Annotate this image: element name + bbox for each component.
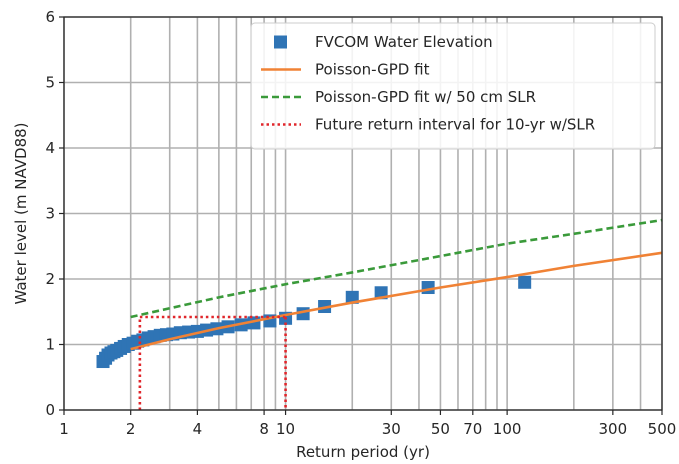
legend-label: Poisson-GPD fit: [315, 61, 430, 79]
x-tick-label: 70: [463, 420, 482, 438]
x-tick-label: 1: [59, 420, 69, 438]
x-tick-label: 100: [493, 420, 522, 438]
x-tick-label: 4: [193, 420, 203, 438]
x-axis-label: Return period (yr): [296, 443, 430, 461]
y-axis-label: Water level (m NAVD88): [12, 122, 30, 304]
legend-label: Future return interval for 10-yr w/SLR: [315, 116, 595, 134]
data-point: [421, 281, 435, 295]
y-tick-label: 4: [45, 139, 55, 157]
x-tick-label: 30: [382, 420, 401, 438]
y-tick-label: 6: [45, 8, 55, 26]
x-tick-label: 500: [648, 420, 677, 438]
y-tick-label: 0: [45, 401, 55, 419]
legend-box: [250, 22, 656, 150]
y-tick-label: 5: [45, 74, 55, 92]
y-tick-label: 3: [45, 205, 55, 223]
legend-label: Poisson-GPD fit w/ 50 cm SLR: [315, 88, 536, 106]
series-line: [130, 251, 663, 351]
legend-label: FVCOM Water Elevation: [315, 33, 493, 51]
series-line: [130, 218, 663, 319]
data-point: [518, 275, 532, 289]
y-tick-label: 1: [45, 336, 55, 354]
x-tick-label: 50: [431, 420, 450, 438]
x-tick-label: 300: [599, 420, 628, 438]
x-tick-label: 10: [276, 420, 295, 438]
data-layer: [96, 218, 663, 410]
x-tick-label: 8: [259, 420, 269, 438]
legend-marker: [274, 35, 287, 49]
x-tick-label: 2: [126, 420, 136, 438]
y-tick-label: 2: [45, 270, 55, 288]
legend: FVCOM Water Elevation Poisson-GPD fit Pois…: [250, 22, 656, 150]
data-point: [345, 290, 359, 304]
